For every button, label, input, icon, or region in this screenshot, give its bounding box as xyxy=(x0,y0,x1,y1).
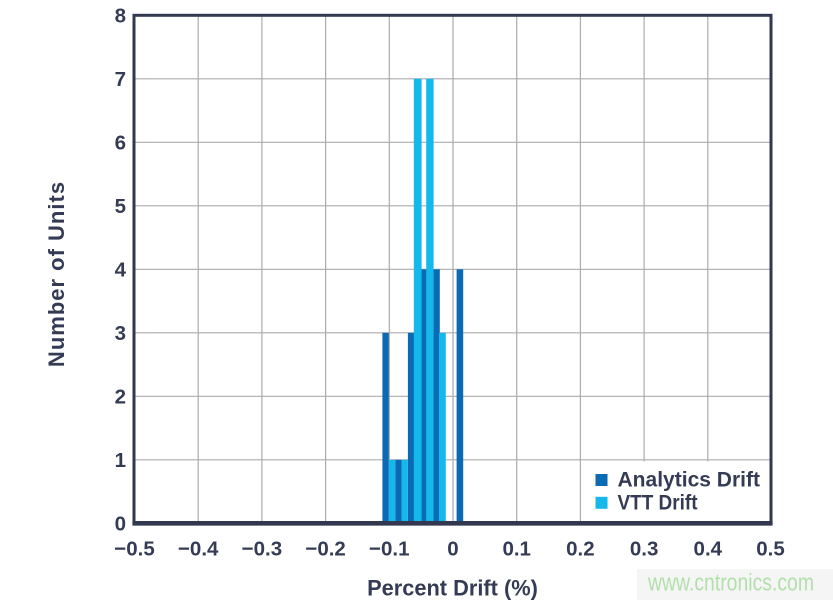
svg-text:0: 0 xyxy=(447,538,458,561)
svg-text:0.2: 0.2 xyxy=(566,538,595,561)
svg-text:7: 7 xyxy=(115,68,126,91)
svg-text:2: 2 xyxy=(115,386,126,409)
svg-text:−0.3: −0.3 xyxy=(242,538,282,561)
svg-text:−0.5: −0.5 xyxy=(114,538,154,561)
svg-text:−0.1: −0.1 xyxy=(369,538,409,561)
svg-text:www.cntronics.com: www.cntronics.com xyxy=(647,570,814,597)
svg-text:0.4: 0.4 xyxy=(694,538,723,561)
svg-text:8: 8 xyxy=(115,5,126,28)
svg-text:5: 5 xyxy=(115,195,126,218)
svg-text:−0.2: −0.2 xyxy=(305,538,345,561)
svg-text:3: 3 xyxy=(115,322,126,345)
svg-text:Percent Drift (%): Percent Drift (%) xyxy=(367,576,538,600)
svg-text:6: 6 xyxy=(115,132,126,155)
svg-text:0: 0 xyxy=(115,513,126,536)
svg-text:0.1: 0.1 xyxy=(502,538,531,561)
svg-text:Number of Units: Number of Units xyxy=(44,181,69,367)
svg-text:Analytics Drift: Analytics Drift xyxy=(618,468,761,491)
svg-text:VTT Drift: VTT Drift xyxy=(618,491,698,514)
svg-text:1: 1 xyxy=(115,449,126,472)
svg-text:0.3: 0.3 xyxy=(630,538,659,561)
svg-text:−0.4: −0.4 xyxy=(178,538,219,561)
svg-text:4: 4 xyxy=(115,259,127,282)
svg-text:0.5: 0.5 xyxy=(756,538,785,561)
